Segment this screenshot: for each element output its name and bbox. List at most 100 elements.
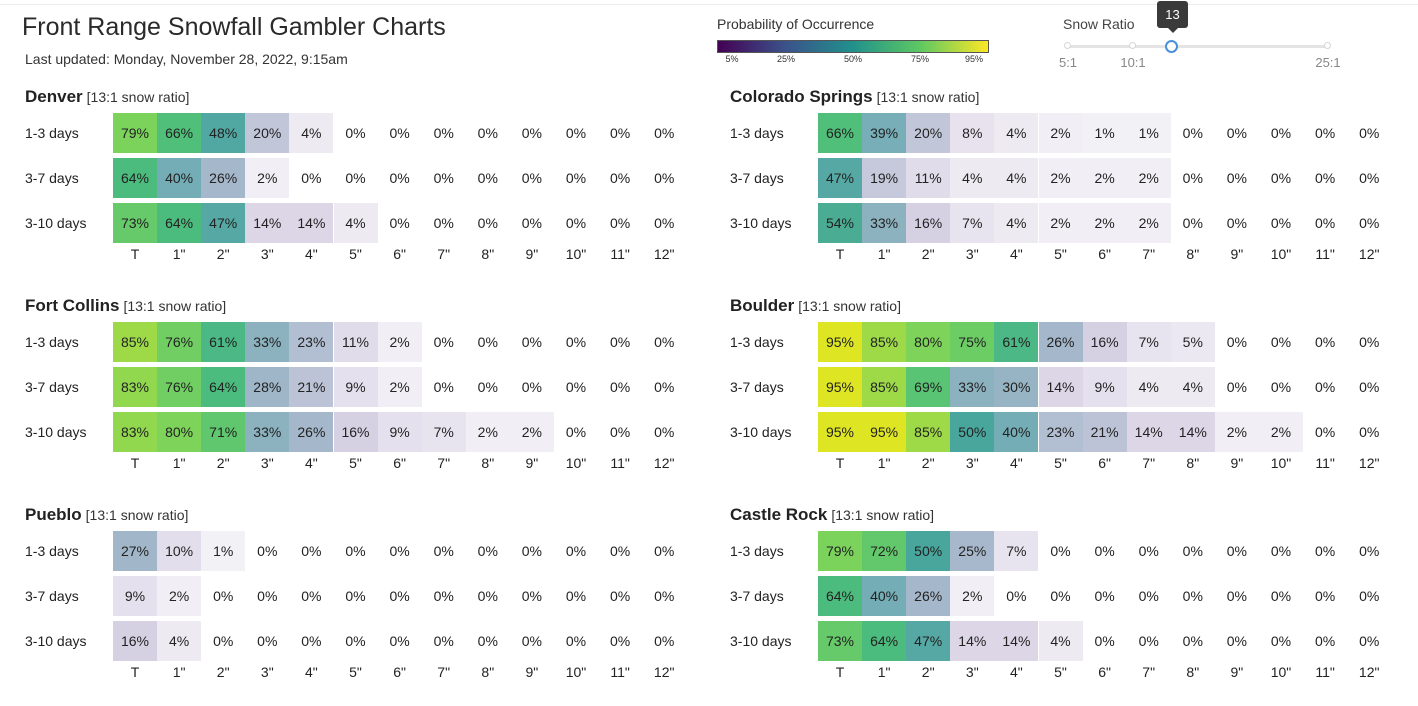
x-tick-label: T <box>835 664 845 680</box>
heatmap-cell: 0% <box>1314 543 1336 559</box>
heatmap-cell: 0% <box>654 170 675 186</box>
heatmap-cell: 0% <box>477 543 498 559</box>
snow-ratio-slider[interactable]: Snow Ratio 13 5:1 10:1 25:1 <box>1050 0 1350 72</box>
heatmap-cell: 20% <box>245 113 290 153</box>
heatmap-cell: 7% <box>1126 322 1171 362</box>
slider-stop[interactable] <box>1324 42 1331 49</box>
x-tick-label: 2" <box>216 455 230 471</box>
heatmap-cell: 11% <box>906 158 951 198</box>
heatmap-cell: 66% <box>157 113 202 153</box>
x-tick-label: 10" <box>1270 455 1292 471</box>
legend-tick: 25% <box>776 54 796 64</box>
slider-handle[interactable] <box>1165 40 1178 53</box>
heatmap-cell: 66% <box>818 113 862 153</box>
x-tick-label: 11" <box>610 246 630 262</box>
x-tick-label: 4" <box>1010 455 1023 471</box>
station-name: Pueblo <box>25 505 82 524</box>
heatmap-cell: 14% <box>289 203 334 243</box>
heatmap-cell: 0% <box>521 379 542 395</box>
heatmap-cell: 95% <box>818 412 862 452</box>
station-name: Denver <box>25 87 83 106</box>
heatmap-cell: 27% <box>113 531 157 571</box>
x-tick-label: 12" <box>1358 455 1380 471</box>
heatmap-cell: 21% <box>289 367 334 407</box>
x-tick-label: 4" <box>1010 246 1023 262</box>
x-tick-label: T <box>130 664 140 680</box>
heatmap-cell: 0% <box>565 588 587 604</box>
heatmap-row: 1-3 days 66% 39% 20% 8% 4% 2% 1% 1% 0% 0% 0% 0% 0% <box>730 113 1410 158</box>
x-tick-label: 3" <box>260 664 274 680</box>
heatmap-cell: 61% <box>201 322 246 362</box>
station-snow-ratio-label: [13:1 snow ratio] <box>85 507 189 523</box>
heatmap-cell: 0% <box>521 170 542 186</box>
x-tick-label: 5" <box>349 664 362 680</box>
heatmap-cell: 95% <box>818 322 862 362</box>
heatmap-cell: 0% <box>1182 588 1203 604</box>
heatmap-cell: 14% <box>950 621 995 661</box>
x-tick-label: 1" <box>877 664 891 680</box>
heatmap-cell: 0% <box>609 633 631 649</box>
x-tick-label: 7" <box>437 664 451 680</box>
slider-stop[interactable] <box>1064 42 1071 49</box>
station-header: Castle Rock [13:1 snow ratio] <box>730 505 934 525</box>
legend-tick: 50% <box>843 54 863 64</box>
x-tick-label: 12" <box>1358 664 1380 680</box>
heatmap-row: 3-10 days 54% 33% 16% 7% 4% 2% 2% 2% 0% 0% 0% 0% 0% <box>730 203 1410 248</box>
heatmap-row: 3-10 days 73% 64% 47% 14% 14% 4% 0% 0% 0% 0% 0% 0% 0% <box>25 203 705 248</box>
heatmap-cell: 0% <box>565 633 587 649</box>
slider-stop[interactable] <box>1129 42 1136 49</box>
heatmap-cell: 2% <box>465 412 510 452</box>
heatmap-cell: 14% <box>245 203 290 243</box>
station-chart-fort-collins: Fort Collins [13:1 snow ratio] 1-3 days 85%… <box>25 296 705 496</box>
heatmap-cell: 7% <box>950 203 995 243</box>
x-tick-label: T <box>835 455 845 471</box>
heatmap-cell: 0% <box>477 170 498 186</box>
x-tick-label: 2" <box>921 455 935 471</box>
x-axis-labels: T 1" 2" 3" 4" 5" 6" 7" 8" 9" 10" 11" 12" <box>25 664 705 684</box>
legend-title: Probability of Occurrence <box>717 16 875 32</box>
row-label: 3-10 days <box>25 424 87 440</box>
heatmap-cell: 95% <box>818 367 862 407</box>
heatmap-cell: 0% <box>301 543 322 559</box>
heatmap-cell: 0% <box>1094 543 1115 559</box>
heatmap-cell: 4% <box>1038 621 1083 661</box>
heatmap-cell: 0% <box>1314 334 1336 350</box>
heatmap-cell: 0% <box>389 633 410 649</box>
heatmap-row: 3-7 days 95% 85% 69% 33% 30% 14% 9% 4% 4% 0% 0% 0% 0% <box>730 367 1410 412</box>
heatmap-cell: 50% <box>906 531 951 571</box>
row-label: 1-3 days <box>730 334 784 350</box>
heatmap-cell: 0% <box>389 543 410 559</box>
x-tick-label: 6" <box>1098 455 1111 471</box>
row-label: 3-10 days <box>25 215 87 231</box>
heatmap-cell: 0% <box>477 588 498 604</box>
heatmap-cell: 0% <box>257 633 278 649</box>
heatmap-cell: 39% <box>862 113 907 153</box>
heatmap-cell: 0% <box>1138 543 1159 559</box>
station-header: Denver [13:1 snow ratio] <box>25 87 189 107</box>
heatmap-cell: 0% <box>1050 588 1071 604</box>
x-tick-label: 7" <box>1142 664 1156 680</box>
heatmap-cell: 0% <box>433 125 454 141</box>
heatmap-row: 3-7 days 9% 2% 0% 0% 0% 0% 0% 0% 0% 0% 0% 0% 0% <box>25 576 705 621</box>
heatmap-cell: 1% <box>1126 113 1171 153</box>
heatmap-cell: 0% <box>389 588 410 604</box>
heatmap-cell: 0% <box>1094 633 1115 649</box>
heatmap-cell: 4% <box>994 158 1039 198</box>
heatmap-cell: 0% <box>389 125 410 141</box>
x-tick-label: 3" <box>965 246 979 262</box>
heatmap-cell: 0% <box>433 170 454 186</box>
legend-tick: 95% <box>964 54 984 64</box>
heatmap-cell: 40% <box>157 158 202 198</box>
row-label: 3-10 days <box>730 215 792 231</box>
x-tick-label: 12" <box>653 246 675 262</box>
heatmap-cell: 16% <box>906 203 951 243</box>
row-label: 1-3 days <box>25 334 79 350</box>
heatmap-cell: 0% <box>654 633 675 649</box>
x-axis-labels: T 1" 2" 3" 4" 5" 6" 7" 8" 9" 10" 11" 12" <box>730 455 1410 475</box>
x-tick-label: 12" <box>653 455 675 471</box>
slider-track[interactable] <box>1068 45 1328 48</box>
heatmap-cell: 0% <box>1270 125 1292 141</box>
heatmap-cell: 0% <box>521 588 542 604</box>
heatmap-cell: 73% <box>818 621 862 661</box>
heatmap-row: 1-3 days 79% 66% 48% 20% 4% 0% 0% 0% 0% 0% 0% 0% 0% <box>25 113 705 158</box>
